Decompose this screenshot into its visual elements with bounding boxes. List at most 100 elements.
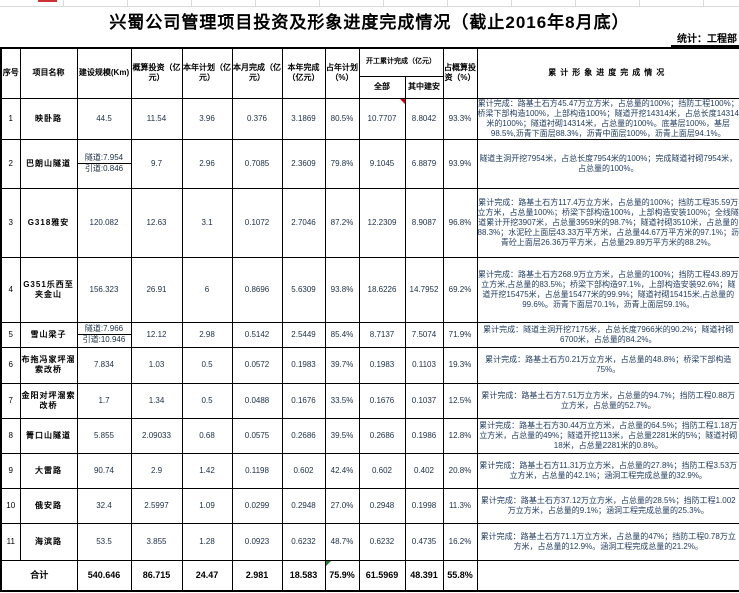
cell-pct-year-plan[interactable]: 79.8% (324, 138, 360, 189)
cell-year-done[interactable]: 2.5449 (281, 321, 326, 348)
cell-month-done[interactable]: 0.1198 (231, 452, 283, 489)
col-header-cumulative-group[interactable]: 开工累计完成（亿元） (358, 47, 444, 77)
scale-part[interactable]: 引道:0.846 (78, 163, 130, 174)
cell-cum-all[interactable]: 0.6232 (358, 522, 406, 561)
cell-pct-year-plan[interactable]: 87.2% (324, 187, 360, 258)
cell-cum-all[interactable]: 9.1045 (358, 138, 406, 189)
cell-cum-constr[interactable]: 0.4735 (404, 522, 444, 561)
cell-budget[interactable]: 2.09033 (130, 417, 183, 454)
scale-part[interactable]: 引道:10.946 (78, 334, 130, 345)
cell-pct-year-plan[interactable]: 42.4% (324, 452, 360, 489)
cell-scale[interactable]: 90.74 (76, 452, 132, 489)
cell-scale[interactable]: 5.855 (76, 417, 132, 454)
cell-seq[interactable]: 10 (0, 487, 21, 524)
cell-seq[interactable]: 1 (0, 97, 21, 140)
cell-progress-remark[interactable]: 累计完成：路基土石方37.12万立方米，占总量的28.5%；挡防工程1.002万… (476, 487, 739, 524)
cell-cum-all[interactable]: 12.2309 (358, 187, 406, 258)
cell-total-label[interactable]: 合计 (0, 559, 78, 592)
col-header-progress[interactable]: 累计形象进度完成情况 (476, 47, 739, 99)
cell-cum-constr[interactable]: 0.402 (404, 452, 444, 489)
cell-cum-constr[interactable]: 8.9087 (404, 187, 444, 258)
cell-cum-constr[interactable]: 0.1986 (404, 417, 444, 454)
cell-project-name[interactable]: G351乐西至夹金山 (19, 256, 78, 323)
cell-cum-all[interactable]: 0.1983 (358, 346, 406, 384)
cell-year-plan[interactable]: 1.42 (181, 452, 233, 489)
cell-progress-remark[interactable]: 累计完成：路基土石方117.4万立方米，占总量的100%；挡防工程35.59万立… (476, 187, 739, 258)
cell-total-cum-all[interactable]: 61.5969 (358, 559, 406, 592)
cell-project-name[interactable]: G318雅安 (19, 187, 78, 258)
col-header-year-plan[interactable]: 本年计划（亿元） (181, 47, 233, 99)
cell-cum-constr[interactable]: 0.1037 (404, 382, 444, 419)
cell-seq[interactable]: 5 (0, 321, 21, 348)
cell-month-done[interactable]: 0.0488 (231, 382, 283, 419)
cell-cum-all[interactable]: 0.2948 (358, 487, 406, 524)
cell-cum-all[interactable]: 18.6226 (358, 256, 406, 323)
cell-pct-budget[interactable]: 69.2% (442, 256, 478, 323)
scale-part[interactable]: 隧道:7.966 (84, 324, 124, 333)
cell-month-done[interactable]: 0.0572 (231, 346, 283, 384)
cell-total-month-done[interactable]: 2.981 (231, 559, 283, 592)
cell-progress-remark[interactable]: 累计完成：路基土石方71.1万立方米，占总量的47%；挡防工程0.78万立方米，… (476, 522, 739, 561)
cell-total-year-done[interactable]: 18.583 (281, 559, 326, 592)
col-header-pct-year-plan[interactable]: 占年计划（%） (324, 47, 360, 99)
cell-progress-remark[interactable]: 累计完成：路基土石方268.9万立方米，占总量的100%；挡防工程43.89万立… (476, 256, 739, 323)
scale-part[interactable]: 隧道:7.954 (84, 153, 124, 162)
col-header-cum-all[interactable]: 全部 (358, 75, 406, 99)
cell-year-plan[interactable]: 3.1 (181, 187, 233, 258)
cell-year-done[interactable]: 2.3609 (281, 138, 326, 189)
cell-month-done[interactable]: 0.0575 (231, 417, 283, 454)
cell-year-plan[interactable]: 3.96 (181, 97, 233, 140)
cell-year-done[interactable]: 0.2948 (281, 487, 326, 524)
cell-project-name[interactable]: 大雷路 (19, 452, 78, 489)
cell-progress-remark[interactable]: 隧道主洞开挖7954米，占总长度7954米的100%；完成隧道衬砌7954米，占… (476, 138, 739, 189)
cell-pct-budget[interactable]: 96.8% (442, 187, 478, 258)
cell-seq[interactable]: 11 (0, 522, 21, 561)
cell-total-scale[interactable]: 540.646 (76, 559, 132, 592)
cell-cum-constr[interactable]: 6.8879 (404, 138, 444, 189)
cell-total-progress[interactable] (476, 559, 739, 592)
cell-scale[interactable]: 53.5 (76, 522, 132, 561)
cell-pct-year-plan[interactable]: 48.7% (324, 522, 360, 561)
cell-year-done[interactable]: 0.1676 (281, 382, 326, 419)
cell-project-name[interactable]: 俄安路 (19, 487, 78, 524)
col-header-pct-budget[interactable]: 占概算投资（%） (442, 47, 478, 99)
cell-project-name[interactable]: 雪山梁子 (19, 321, 78, 348)
cell-month-done[interactable]: 0.0299 (231, 487, 283, 524)
cell-cum-constr[interactable]: 8.8042 (404, 97, 444, 140)
cell-year-done[interactable]: 3.1869 (281, 97, 326, 140)
cell-cum-all[interactable]: 0.602 (358, 452, 406, 489)
cell-month-done[interactable]: 0.376 (231, 97, 283, 140)
cell-month-done[interactable]: 0.7085 (231, 138, 283, 189)
cell-year-plan[interactable]: 1.28 (181, 522, 233, 561)
cell-year-done[interactable]: 2.7046 (281, 187, 326, 258)
cell-budget[interactable]: 3.855 (130, 522, 183, 561)
cell-seq[interactable]: 2 (0, 138, 21, 189)
cell-pct-year-plan[interactable]: 33.5% (324, 382, 360, 419)
cell-cum-all[interactable]: 10.7707 (358, 97, 406, 140)
cell-year-done[interactable]: 0.2686 (281, 417, 326, 454)
cell-seq[interactable]: 3 (0, 187, 21, 258)
cell-progress-remark[interactable]: 累计完成：路基土石方7.51万立方米，占总量的94.7%；挡防工程0.88万立方… (476, 382, 739, 419)
cell-budget[interactable]: 12.63 (130, 187, 183, 258)
cell-scale[interactable]: 隧道:7.954 引道:0.846 (76, 138, 132, 189)
col-header-month-done[interactable]: 本月完成（亿元） (231, 47, 283, 99)
cell-seq[interactable]: 4 (0, 256, 21, 323)
cell-project-name[interactable]: 海滨路 (19, 522, 78, 561)
cell-pct-budget[interactable]: 71.9% (442, 321, 478, 348)
cell-budget[interactable]: 12.12 (130, 321, 183, 348)
cell-budget[interactable]: 11.54 (130, 97, 183, 140)
cell-total-budget[interactable]: 86.715 (130, 559, 183, 592)
cell-budget[interactable]: 2.9 (130, 452, 183, 489)
cell-pct-budget[interactable]: 11.3% (442, 487, 478, 524)
cell-pct-year-plan[interactable]: 39.5% (324, 417, 360, 454)
cell-scale[interactable]: 隧道:7.966 引道:10.946 (76, 321, 132, 348)
cell-progress-remark[interactable]: 累计完成：路基土石方45.47万立方米，占总量的100%；挡防工程100%；桥梁… (476, 97, 739, 140)
cell-scale[interactable]: 7.834 (76, 346, 132, 384)
cell-cum-constr[interactable]: 0.1998 (404, 487, 444, 524)
cell-year-plan[interactable]: 1.09 (181, 487, 233, 524)
cell-month-done[interactable]: 0.1072 (231, 187, 283, 258)
cell-scale[interactable]: 1.7 (76, 382, 132, 419)
cell-year-plan[interactable]: 0.68 (181, 417, 233, 454)
cell-scale[interactable]: 32.4 (76, 487, 132, 524)
cell-year-plan[interactable]: 0.5 (181, 382, 233, 419)
